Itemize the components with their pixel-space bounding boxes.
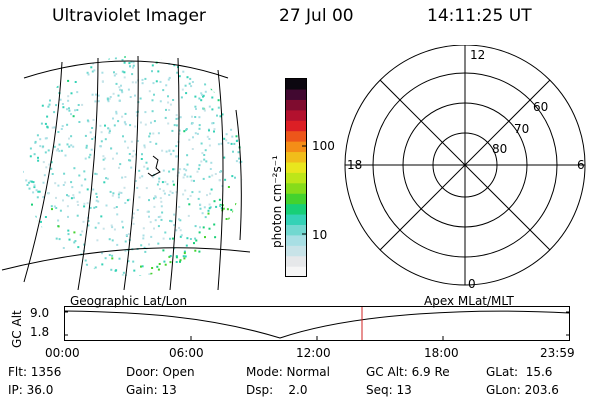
footer-gain: Gain: 13: [126, 383, 177, 397]
colorbar-band: [286, 213, 306, 225]
footer-glat: GLat: 15.6: [486, 365, 553, 379]
footer-flt: Flt: 1356: [8, 365, 62, 379]
colorbar-band: [286, 266, 306, 278]
footer-ip: IP: 36.0: [8, 383, 54, 397]
geographic-image-panel: [1, 55, 251, 290]
lat-lon-grid: [1, 55, 251, 290]
mlat-label-80: 80: [492, 142, 507, 156]
colorbar-band: [286, 203, 306, 215]
footer-gc-alt: GC Alt: 6.9 Re: [366, 365, 450, 379]
orbit-xtick-1200: 12:00: [296, 346, 331, 360]
colorbar-band: [286, 109, 306, 121]
uv-image-speckles: [23, 56, 243, 276]
mlat-label-60: 60: [533, 100, 548, 114]
orbit-xtick-0600: 06:00: [169, 346, 204, 360]
polar-mlat-mlt-plot: 12 18 6 0 60 70 80: [344, 45, 586, 290]
colorbar-band: [286, 255, 306, 267]
colorbar-band: [286, 99, 306, 111]
orbit-xtick-0000: 00:00: [45, 346, 80, 360]
orbit-xtick-1800: 18:00: [424, 346, 459, 360]
footer-dsp: Dsp: 2.0: [246, 383, 308, 397]
mlt-label-6: 6: [577, 158, 585, 172]
orbit-right-title: Apex MLat/MLT: [424, 294, 514, 308]
colorbar-band: [286, 161, 306, 173]
colorbar-band: [286, 151, 306, 163]
mlt-label-12: 12: [470, 48, 485, 62]
colorbar-band: [286, 172, 306, 184]
instrument-title: Ultraviolet Imager: [52, 6, 206, 26]
orbit-axis-label: GC Alt: [10, 310, 24, 348]
colorbar-tick-100: 100: [312, 139, 335, 153]
colorbar-band: [286, 182, 306, 194]
colorbar-band: [286, 78, 306, 90]
orbit-xtick-2359: 23:59: [540, 346, 575, 360]
orbit-altitude-plot: [64, 306, 570, 341]
altitude-curve: [64, 310, 570, 339]
colorbar-unit-label: photon cm⁻²s⁻¹: [270, 155, 284, 248]
footer-mode: Mode: Normal: [246, 365, 330, 379]
colorbar-band: [286, 88, 306, 100]
time-label: 14:11:25 UT: [427, 6, 532, 26]
colorbar-band: [286, 234, 306, 246]
colorbar-band: [286, 245, 306, 257]
orbit-ytick-bottom: 1.8: [30, 325, 50, 339]
footer-seq: Seq: 13: [366, 383, 412, 397]
mlat-label-70: 70: [514, 122, 529, 136]
track-squiggle: [147, 155, 161, 177]
orbit-left-title: Geographic Lat/Lon: [70, 294, 188, 308]
footer-glon: GLon: 203.6: [486, 383, 559, 397]
colorbar: [285, 78, 307, 278]
colorbar-band: [286, 141, 306, 153]
footer-door: Door: Open: [126, 365, 195, 379]
colorbar-band: [286, 120, 306, 132]
mlt-label-0: 0: [468, 277, 476, 290]
date-label: 27 Jul 00: [279, 6, 354, 26]
colorbar-tick-10: 10: [312, 228, 328, 242]
colorbar-band: [286, 130, 306, 142]
mlt-label-18: 18: [347, 158, 362, 172]
colorbar-band: [286, 193, 306, 205]
orbit-ytick-top: 9.0: [30, 306, 50, 320]
colorbar-band: [286, 224, 306, 236]
